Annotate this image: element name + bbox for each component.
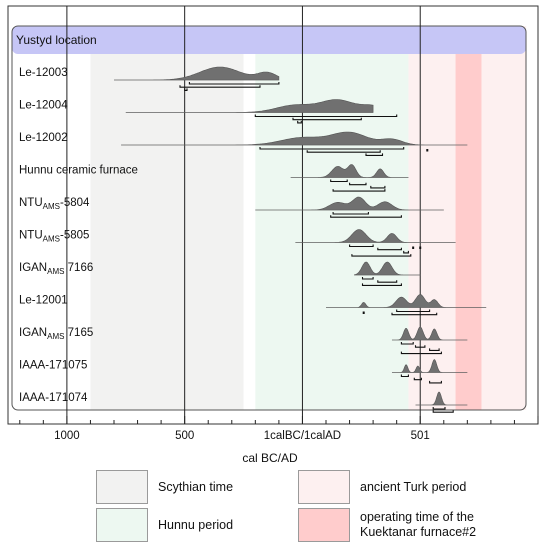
range-bracket-3-0	[330, 179, 348, 183]
legend-item-furnace: operating time of the Kuektanar furnace#…	[298, 508, 476, 542]
range-bracket-8-2	[429, 348, 440, 351]
range-bracket-2-2	[365, 153, 384, 156]
range-bracket-2-0	[259, 147, 405, 150]
legend-item-ancient-turk: ancient Turk period	[298, 470, 466, 504]
range-bracket-8-1	[414, 345, 426, 348]
range-bracket-6-0	[361, 277, 374, 280]
legend-swatch-furnace	[298, 508, 350, 542]
range-bracket-8-3	[400, 351, 442, 355]
range-bracket-6-1	[377, 280, 398, 283]
x-tick-label-1: 500	[175, 430, 194, 442]
range-bracket-5-3	[351, 254, 412, 257]
range-bracket-9-1	[413, 377, 422, 381]
legend-item-scythian: Scythian time	[96, 470, 233, 504]
range-bracket-3-2	[370, 185, 386, 189]
range-dot-7-0	[362, 311, 365, 314]
legend-label-ancient-turk: ancient Turk period	[360, 479, 467, 494]
range-bracket-1-0	[254, 114, 398, 118]
range-bracket-7-1	[391, 312, 438, 316]
legend-swatch-hunnu	[96, 508, 148, 542]
period-band-1	[255, 26, 409, 410]
header-label: Yustyd location	[16, 33, 97, 47]
range-dot-5-0	[412, 246, 415, 249]
legend-label-scythian: Scythian time	[158, 479, 234, 494]
header-band	[12, 26, 526, 54]
range-bracket-5-0	[349, 244, 374, 248]
range-bracket-0-0	[188, 82, 280, 85]
x-tick-label-3: 501	[411, 430, 430, 442]
range-bracket-0-2	[184, 88, 188, 91]
legend-swatch-scythian	[96, 470, 148, 504]
sample-label-7: Le-12001	[19, 295, 68, 307]
range-bracket-4-0	[332, 212, 369, 215]
sample-label-6: IGANAMS 7166	[19, 262, 93, 276]
x-tick-label-0: 1000	[54, 430, 80, 442]
range-bracket-5-2	[403, 250, 409, 254]
range-bracket-6-2	[361, 283, 402, 286]
legend-label-furnace: operating time of the Kuektanar furnace#…	[360, 510, 477, 539]
sample-label-2: Le-12002	[19, 132, 68, 144]
range-bracket-7-0	[396, 309, 431, 313]
range-bracket-3-3	[332, 189, 386, 192]
range-bracket-1-2	[297, 120, 302, 124]
x-tick-label-2: 1calBC/1calAD	[264, 430, 341, 442]
legend-item-hunnu: Hunnu period	[96, 508, 233, 542]
legend-swatch-ancient-turk	[298, 470, 350, 504]
sample-label-4: NTUAMS-5804	[19, 197, 90, 211]
range-dot-2-0	[426, 149, 429, 152]
range-bracket-10-0	[432, 407, 446, 410]
x-axis-title: cal BC/AD	[242, 451, 298, 462]
range-bracket-8-0	[400, 342, 414, 345]
sample-label-1: Le-12004	[19, 100, 68, 112]
chart: Yustyd location 1000 500 1calBC/1calAD 501 ca…	[7, 5, 539, 462]
range-bracket-1-1	[292, 117, 362, 121]
plot-border	[11, 25, 527, 411]
period-band-3	[455, 26, 482, 410]
range-bracket-9-0	[400, 374, 409, 378]
sample-label-0: Le-12003	[19, 67, 68, 79]
range-dot-5-1	[419, 246, 422, 249]
sample-label-3: Hunnu ceramic furnace	[19, 165, 138, 177]
range-bracket-0-1	[179, 85, 261, 88]
range-bracket-10-1	[432, 410, 454, 413]
legend: Scythian time ancient Turk period Hunnu …	[0, 462, 540, 550]
sample-label-8: IGANAMS 7165	[19, 327, 93, 341]
range-bracket-5-1	[377, 247, 402, 251]
range-bracket-4-1	[330, 215, 402, 218]
period-band-0	[90, 26, 244, 410]
legend-label-hunnu: Hunnu period	[158, 517, 234, 532]
range-bracket-3-1	[349, 182, 367, 186]
range-bracket-2-1	[306, 150, 381, 153]
range-bracket-9-2	[429, 380, 442, 384]
sample-label-5: NTUAMS-5805	[19, 230, 89, 244]
sample-label-10: IAAA-171074	[19, 392, 88, 404]
sample-label-9: IAAA-171075	[19, 360, 87, 372]
